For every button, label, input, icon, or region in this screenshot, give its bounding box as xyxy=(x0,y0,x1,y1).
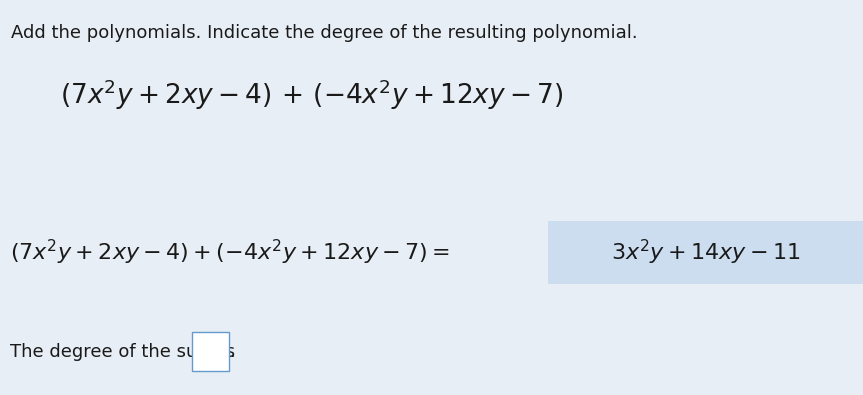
Text: $(7x^2y + 2xy - 4)\, +\, (-4x^2y + 12xy - 7)$: $(7x^2y + 2xy - 4)\, +\, (-4x^2y + 12xy … xyxy=(60,77,564,112)
FancyBboxPatch shape xyxy=(192,332,229,371)
Text: Add the polynomials. Indicate the degree of the resulting polynomial.: Add the polynomials. Indicate the degree… xyxy=(11,24,638,42)
Text: $3x^2y + 14xy - 11$: $3x^2y + 14xy - 11$ xyxy=(611,238,800,267)
Text: The degree of the sum is: The degree of the sum is xyxy=(10,342,242,361)
FancyBboxPatch shape xyxy=(548,221,863,284)
Text: .: . xyxy=(229,342,235,361)
Text: $(7x^2y + 2xy - 4) + (-4x^2y + 12xy - 7) =$: $(7x^2y + 2xy - 4) + (-4x^2y + 12xy - 7)… xyxy=(10,238,450,267)
